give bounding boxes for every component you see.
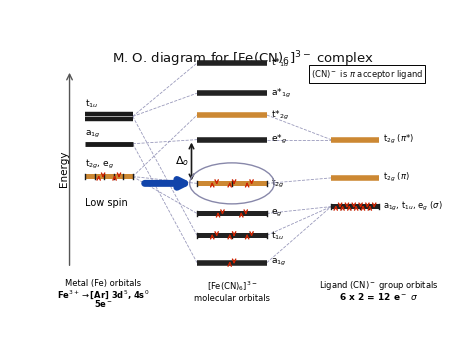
Text: e*$_g$: e*$_g$ xyxy=(271,133,287,146)
Text: a$_{1g}$: a$_{1g}$ xyxy=(85,129,100,140)
Text: [Fe(CN)$_6$]$^{3-}$
molecular orbitals: [Fe(CN)$_6$]$^{3-}$ molecular orbitals xyxy=(194,279,270,304)
Text: t$_{2g}$ ($\pi$): t$_{2g}$ ($\pi$) xyxy=(383,171,410,185)
Bar xyxy=(197,233,267,238)
Text: 6 x 2 = 12 e$^-$ $\sigma$: 6 x 2 = 12 e$^-$ $\sigma$ xyxy=(339,291,419,302)
Bar xyxy=(85,174,133,179)
Text: a*$_{1g}$: a*$_{1g}$ xyxy=(271,87,291,100)
Text: Low spin: Low spin xyxy=(85,198,128,208)
Bar xyxy=(197,211,267,216)
Text: (CN)$^-$ is $\pi$ acceptor ligand: (CN)$^-$ is $\pi$ acceptor ligand xyxy=(311,67,423,81)
Text: M. O. diagram for [Fe(CN)$_6$]$^{3-}$ complex: M. O. diagram for [Fe(CN)$_6$]$^{3-}$ co… xyxy=(112,49,374,69)
Text: t$_{2g}$: t$_{2g}$ xyxy=(271,177,284,190)
Text: a$_{1g}$, t$_{1u}$, e$_g$ ($\sigma$): a$_{1g}$, t$_{1u}$, e$_g$ ($\sigma$) xyxy=(383,200,443,213)
Text: e$_g$: e$_g$ xyxy=(271,208,283,219)
Text: t$_{1u}$: t$_{1u}$ xyxy=(85,98,98,110)
Bar xyxy=(331,204,379,209)
Text: a$_{1g}$: a$_{1g}$ xyxy=(271,257,287,268)
Text: t$_{2g}$ ($\pi$*): t$_{2g}$ ($\pi$*) xyxy=(383,133,414,146)
Text: $\Delta_o$: $\Delta_o$ xyxy=(175,155,190,168)
Text: t$_{2g}$, e$_g$: t$_{2g}$, e$_g$ xyxy=(85,157,114,170)
Text: 5e$^-$: 5e$^-$ xyxy=(94,297,113,308)
Text: Fe$^{3+}$$\rightarrow$[Ar] 3d$^5$, 4s$^0$: Fe$^{3+}$$\rightarrow$[Ar] 3d$^5$, 4s$^0… xyxy=(57,289,149,301)
Text: t*$_{1u}$: t*$_{1u}$ xyxy=(271,57,289,69)
Bar xyxy=(197,181,267,186)
Text: t*$_{2g}$: t*$_{2g}$ xyxy=(271,109,289,122)
Text: t$_{1u}$: t$_{1u}$ xyxy=(271,229,284,241)
Text: Metal (Fe) orbitals: Metal (Fe) orbitals xyxy=(65,279,141,288)
Text: Ligand (CN)$^-$ group orbitals: Ligand (CN)$^-$ group orbitals xyxy=(319,279,438,292)
Text: Energy: Energy xyxy=(59,150,69,187)
